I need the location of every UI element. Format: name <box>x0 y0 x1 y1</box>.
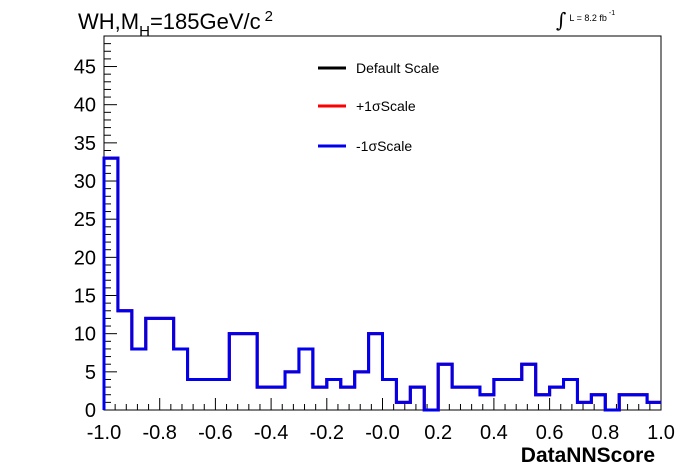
y-tick-label: 15 <box>74 286 96 308</box>
x-tick-label: -0.8 <box>142 422 176 444</box>
title-superscript: 2 <box>264 8 273 25</box>
y-tick-label: 20 <box>74 247 96 269</box>
y-tick-label: 30 <box>74 171 96 193</box>
y-tick-label: 40 <box>74 95 96 117</box>
title-subscript: H <box>139 23 150 40</box>
legend-label: Default Scale <box>356 60 439 76</box>
y-tick-label: 5 <box>85 362 96 384</box>
y-tick-label: 10 <box>74 324 96 346</box>
legend-label: -1σScale <box>356 138 412 154</box>
luminosity-unit-exponent: -1 <box>608 10 616 17</box>
x-tick-label: -0.0 <box>365 422 399 444</box>
integral-symbol: ∫ <box>556 8 567 32</box>
x-tick-label: 0.2 <box>424 422 452 444</box>
luminosity-label: ∫ L = 8.2 fb -1 <box>556 8 615 32</box>
title-mass: =185GeV/c <box>149 9 261 34</box>
y-tick-label: 45 <box>74 57 96 79</box>
x-tick-label: 0.4 <box>480 422 508 444</box>
x-tick-label: -0.2 <box>310 422 344 444</box>
luminosity-text: L = 8.2 fb <box>569 13 607 23</box>
x-tick-label: 0.8 <box>591 422 619 444</box>
series-line-3 <box>102 156 661 412</box>
title-prefix: WH,M <box>78 9 140 34</box>
legend-label: +1σScale <box>356 98 416 114</box>
y-tick-label: 25 <box>74 209 96 231</box>
chart-title: WH,MH=185GeV/c 2 <box>78 8 273 40</box>
x-axis-label: DataNNScore <box>521 444 655 467</box>
x-tick-label: -1.0 <box>87 422 121 444</box>
x-tick-label: 0.6 <box>536 422 564 444</box>
x-tick-label: -0.4 <box>254 422 288 444</box>
y-tick-label: 35 <box>74 133 96 155</box>
x-tick-label: 1.0 <box>647 422 675 444</box>
x-tick-label: -0.6 <box>198 422 232 444</box>
y-tick-label: 0 <box>85 400 96 422</box>
